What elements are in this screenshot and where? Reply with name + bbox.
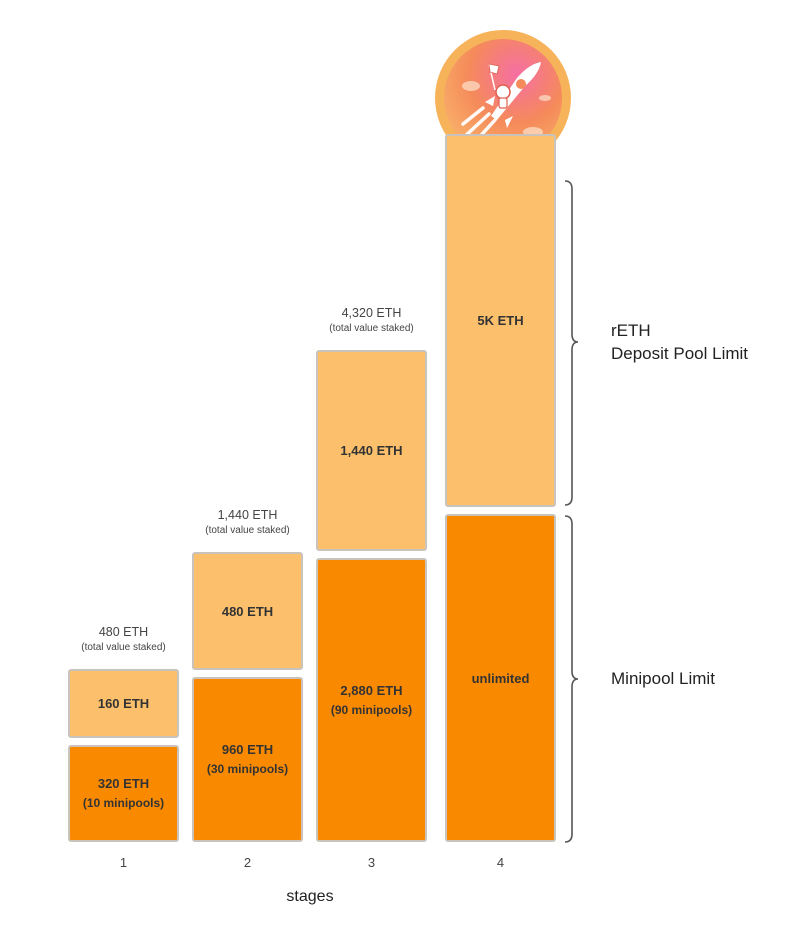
total-staked-label-1: 480 ETH (total value staked) bbox=[49, 624, 199, 655]
total-staked-note: (total value staked) bbox=[205, 525, 290, 536]
minipool-bar-1: 320 ETH (10 minipools) bbox=[68, 745, 179, 842]
deposit-bar-1: 160 ETH bbox=[68, 669, 179, 738]
minipool-bar-2: 960 ETH (30 minipools) bbox=[192, 677, 303, 842]
total-staked-amount: 1,440 ETH bbox=[217, 508, 278, 522]
total-staked-note: (total value staked) bbox=[81, 642, 166, 653]
deposit-pool-brace bbox=[564, 180, 579, 506]
deposit-bar-3-label: 1,440 ETH bbox=[340, 443, 403, 458]
deposit-bar-2: 480 ETH bbox=[192, 552, 303, 670]
minipool-brace bbox=[564, 515, 579, 843]
deposit-pool-label-line-1: rETH bbox=[611, 321, 651, 340]
minipool-bar-2-label: 960 ETH bbox=[221, 742, 274, 757]
deposit-pool-label-line-2: Deposit Pool Limit bbox=[611, 344, 749, 363]
total-staked-note: (total value staked) bbox=[329, 323, 414, 334]
minipool-bar-3-sublabel: (90 minipools) bbox=[330, 702, 413, 717]
deposit-pool-limit-label: rETH Deposit Pool Limit bbox=[611, 319, 748, 365]
minipool-limit-label: Minipool Limit bbox=[611, 669, 715, 688]
minipool-bar-3: 2,880 ETH (90 minipools) bbox=[316, 558, 427, 842]
deposit-bar-4: 5K ETH bbox=[445, 134, 556, 507]
total-staked-label-3: 4,320 ETH (total value staked) bbox=[297, 305, 447, 336]
minipool-bar-1-sublabel: (10 minipools) bbox=[82, 796, 165, 810]
deposit-bar-1-label: 160 ETH bbox=[97, 696, 150, 711]
deposit-bar-3: 1,440 ETH bbox=[316, 350, 427, 551]
x-axis-title: stages bbox=[286, 888, 334, 905]
total-staked-label-2: 1,440 ETH (total value staked) bbox=[173, 507, 323, 538]
stage-tick-label-3: 3 bbox=[367, 855, 376, 870]
stage-tick-label-1: 1 bbox=[119, 855, 128, 870]
stage-tick-label-4: 4 bbox=[496, 855, 505, 870]
rocket-pool-logo bbox=[433, 28, 573, 168]
deposit-bar-2-label: 480 ETH bbox=[221, 603, 274, 619]
minipool-bar-4: unlimited bbox=[445, 514, 556, 842]
stage-tick-label-2: 2 bbox=[243, 855, 252, 870]
minipool-bar-1-label: 320 ETH bbox=[97, 776, 150, 791]
minipool-bar-4-label: unlimited bbox=[471, 670, 530, 686]
minipool-bar-3-label: 2,880 ETH bbox=[340, 682, 403, 698]
rocket-astronaut-icon bbox=[435, 30, 571, 166]
deposit-bar-4-label: 5K ETH bbox=[477, 313, 524, 328]
total-staked-amount: 4,320 ETH bbox=[341, 306, 402, 320]
total-staked-amount: 480 ETH bbox=[98, 625, 149, 639]
minipool-bar-2-sublabel: (30 minipools) bbox=[206, 762, 289, 776]
